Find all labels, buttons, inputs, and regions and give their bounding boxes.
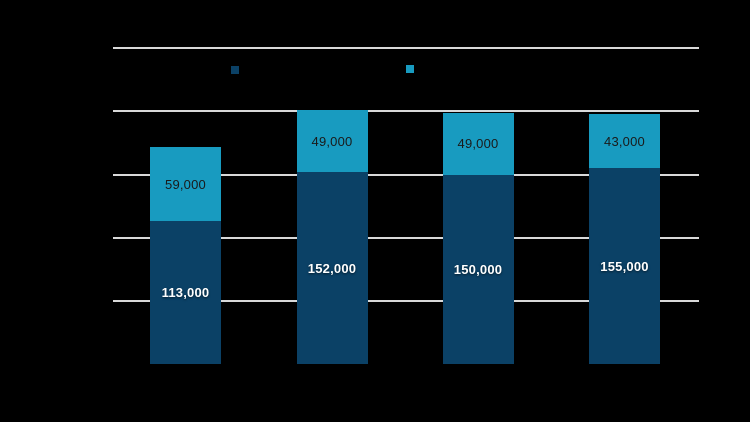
data-label: 49,000: [457, 136, 499, 152]
bar-segment-dark-blue-series: 152,000: [296, 172, 368, 365]
bar-segment-dark-blue-series: 113,000: [150, 221, 221, 365]
data-label: 150,000: [453, 262, 503, 278]
gridline: [113, 300, 699, 303]
data-label: 155,000: [600, 258, 649, 274]
data-label: 43,000: [604, 133, 645, 149]
bar-segment-dark-blue-series: 150,000: [442, 174, 514, 365]
data-label: 113,000: [161, 285, 210, 301]
bar-segment-light-blue-series: 49,000: [296, 110, 368, 173]
bar-segment-light-blue-series: 43,000: [589, 113, 660, 169]
gridline: [113, 236, 699, 239]
bar-segment-light-blue-series: 49,000: [442, 112, 514, 175]
legend-marker-light-series-icon: [406, 65, 414, 73]
gridline: [113, 173, 699, 176]
legend-marker-dark-series-icon: [231, 66, 239, 74]
bar-segment-dark-blue-series: 155,000: [589, 168, 660, 365]
data-label: 59,000: [165, 176, 206, 192]
data-label: 152,000: [307, 260, 357, 276]
bar-segment-light-blue-series: 59,000: [150, 146, 221, 222]
gridline: [113, 47, 699, 49]
gridline: [113, 110, 699, 113]
data-label: 49,000: [311, 133, 353, 149]
